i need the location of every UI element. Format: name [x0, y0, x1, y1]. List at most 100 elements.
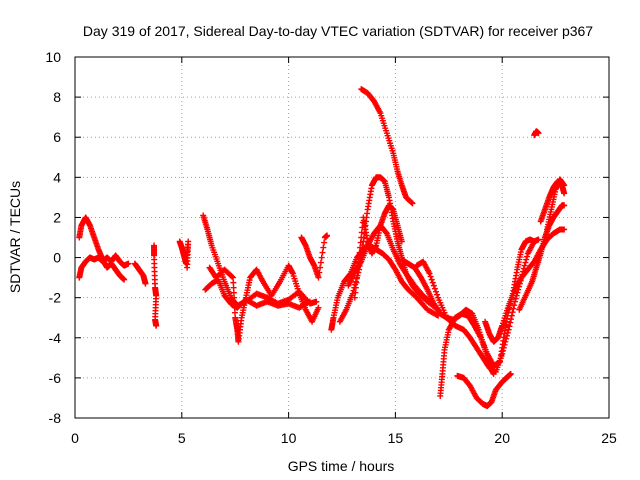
data-point [535, 130, 542, 137]
y-tick-label: -2 [49, 290, 62, 306]
data-point [317, 259, 324, 266]
data-point [357, 244, 364, 251]
data-point [142, 280, 149, 287]
data-point [320, 244, 327, 251]
chart-title: Day 319 of 2017, Sidereal Day-to-day VTE… [83, 23, 593, 39]
data-point [357, 239, 364, 246]
series-s18 [454, 370, 514, 409]
data-point [523, 256, 530, 263]
data-point [356, 249, 363, 256]
data-point [427, 273, 434, 280]
y-tick-label: 8 [53, 89, 61, 105]
plot-frame [74, 56, 610, 419]
data-point [353, 279, 360, 286]
series-s23 [531, 128, 542, 139]
y-tick-label: -8 [49, 410, 62, 426]
data-point [531, 238, 538, 245]
data-point [317, 264, 324, 271]
data-point [315, 274, 322, 281]
data-point [522, 259, 529, 266]
data-point [354, 269, 361, 276]
data-point [561, 226, 568, 233]
data-point [315, 304, 322, 311]
data-point [230, 289, 237, 296]
data-point [230, 284, 237, 291]
x-tick-label: 15 [388, 430, 404, 446]
data-point [512, 295, 519, 302]
data-point [561, 182, 568, 189]
data-point [316, 269, 323, 276]
y-axis-label: SDTVAR / TECUs [7, 181, 23, 293]
data-point [153, 322, 160, 329]
data-point [505, 326, 512, 333]
y-tick-label: 4 [53, 169, 61, 185]
data-point [356, 254, 363, 261]
data-point [121, 276, 128, 283]
data-point [561, 190, 568, 197]
data-point [324, 232, 331, 239]
data-point [358, 234, 365, 241]
x-tick-label: 0 [71, 430, 79, 446]
y-tick-label: -4 [49, 330, 62, 346]
data-point [319, 249, 326, 256]
data-point [430, 282, 437, 289]
data-points [76, 86, 568, 409]
data-point [426, 270, 433, 277]
data-point [231, 304, 238, 311]
grid-lines [75, 57, 609, 418]
data-point [507, 370, 514, 377]
series-s3 [131, 260, 149, 287]
x-axis-label: GPS time / hours [288, 458, 395, 474]
data-point [125, 260, 132, 267]
series-s22 [544, 176, 568, 233]
data-point [231, 309, 238, 316]
data-point [230, 279, 237, 286]
data-point [313, 298, 320, 305]
data-point [184, 264, 191, 271]
data-point [507, 319, 514, 326]
data-point [409, 200, 416, 207]
y-tick-label: 0 [53, 250, 61, 266]
data-point [353, 274, 360, 281]
data-point [231, 294, 238, 301]
y-tick-label: 2 [53, 209, 61, 225]
series-s14 [358, 86, 416, 207]
x-tick-label: 10 [281, 430, 297, 446]
data-point [561, 202, 568, 209]
y-tick-label: -6 [49, 370, 62, 386]
data-point [521, 262, 528, 269]
series-s13 [351, 202, 405, 301]
data-point [383, 229, 390, 236]
data-point [321, 239, 328, 246]
data-point [318, 254, 325, 261]
series-s8 [206, 262, 322, 345]
x-tick-label: 25 [601, 430, 617, 446]
data-point [506, 323, 513, 330]
data-point [429, 279, 436, 286]
y-tick-label: 6 [53, 129, 61, 145]
series-s9 [298, 232, 331, 281]
x-tick-label: 5 [178, 430, 186, 446]
data-point [351, 294, 358, 301]
data-point [428, 276, 435, 283]
data-point [431, 285, 438, 292]
tick-labels: 0 5 10 15 20 25 -8 -6 -4 -2 0 2 4 6 8 10 [45, 49, 617, 446]
series-s4 [151, 242, 160, 329]
data-point [230, 274, 237, 281]
data-point [352, 289, 359, 296]
data-point [510, 305, 517, 312]
data-point [535, 236, 542, 243]
data-point [514, 289, 521, 296]
data-point [352, 284, 359, 291]
data-point [408, 199, 415, 206]
data-point [434, 291, 441, 298]
x-tick-label: 20 [494, 430, 510, 446]
data-point [231, 299, 238, 306]
y-tick-label: 10 [45, 49, 61, 65]
data-point [228, 273, 235, 280]
data-point [355, 264, 362, 271]
series-s5 [176, 238, 192, 271]
data-point [398, 238, 405, 245]
data-point [355, 259, 362, 266]
